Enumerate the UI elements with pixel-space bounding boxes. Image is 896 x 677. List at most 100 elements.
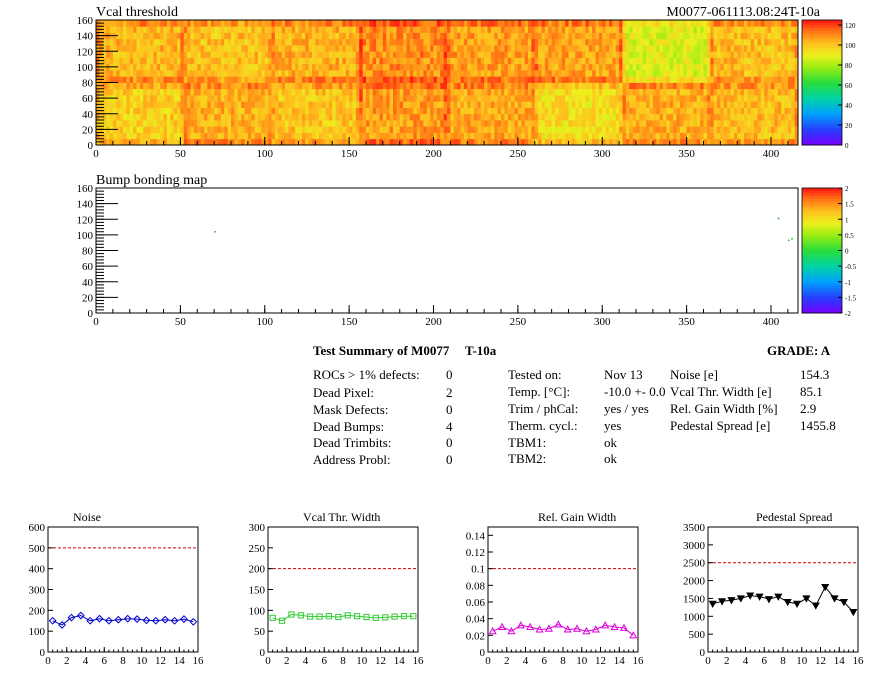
col2-value: ok [604, 451, 617, 466]
x-tick-label: 6 [542, 655, 548, 667]
data-point [629, 631, 638, 639]
y-tick-label: 2500 [683, 558, 706, 570]
colorbar-tick-label: 80 [845, 62, 853, 70]
data-point [488, 626, 497, 635]
x-tick-label: 300 [594, 148, 611, 160]
data-point [161, 615, 170, 624]
x-tick-label: 50 [175, 148, 187, 160]
data-point [105, 616, 113, 625]
data-point [821, 583, 830, 592]
y-tick-label: 120 [77, 214, 94, 226]
x-tick-label: 250 [510, 316, 527, 328]
x-tick-label: 400 [763, 148, 780, 160]
defect-point [791, 238, 793, 240]
plot-frame [47, 526, 199, 653]
y-tick-label: 300 [29, 585, 46, 597]
chart-title: Noise [73, 510, 101, 524]
x-tick-label: 0 [705, 655, 711, 667]
x-tick-label: 6 [322, 655, 328, 667]
y-tick-label: 200 [249, 564, 266, 576]
x-tick-label: 12 [815, 655, 826, 667]
y-tick-label: 40 [82, 109, 94, 121]
data-point [269, 614, 276, 621]
data-point [372, 614, 379, 621]
data-point [563, 625, 572, 633]
data-point [591, 625, 600, 633]
col3-label: Rel. Gain Width [%] [670, 401, 778, 416]
roc-block [447, 82, 536, 146]
y-tick-label: 400 [29, 564, 46, 576]
y-tick-label: 0 [88, 308, 94, 320]
roc-block [710, 20, 799, 83]
x-tick-label: 300 [594, 316, 611, 328]
chart-title: Vcal Thr. Width [303, 510, 380, 524]
summary-chart-3: Rel. Gain Width 0 2 4 6 8 10 12 14 16 0 0.02 0.04 0.0… [466, 510, 644, 667]
colorbar-tick-label: -2 [845, 310, 851, 318]
col2-label: TBM1: [508, 435, 547, 450]
x-tick-label: 250 [510, 148, 527, 160]
y-tick-label: 60 [82, 261, 94, 273]
module-id-label: M0077-061113.08:24T-10a [666, 5, 820, 20]
x-tick-label: 4 [523, 655, 529, 667]
col2-value: -10.0 +- 0.0 [604, 384, 666, 399]
col1-value: 0 [446, 452, 453, 467]
x-tick-label: 2 [504, 655, 510, 667]
y-tick-label: 250 [249, 543, 266, 555]
data-point [48, 616, 57, 625]
colorbar-tick-label: 40 [845, 102, 853, 110]
y-tick-label: 0 [260, 647, 266, 659]
data-point [189, 617, 198, 626]
x-tick-label: 200 [425, 316, 442, 328]
colorbar-tick-label: 0 [845, 142, 849, 150]
x-tick-label: 10 [576, 655, 588, 667]
x-tick-label: 400 [763, 316, 780, 328]
x-tick-label: 8 [340, 655, 346, 667]
defect-point [777, 217, 780, 220]
y-tick-label: 500 [29, 543, 46, 555]
x-tick-label: 0 [485, 655, 491, 667]
data-point [830, 595, 839, 603]
x-tick-label: 14 [174, 655, 186, 667]
roc-block [271, 82, 360, 146]
series-line [712, 586, 854, 613]
y-tick-label: 0.04 [466, 614, 486, 626]
y-tick-label: 0.02 [466, 630, 485, 642]
y-tick-label: 0.08 [466, 580, 486, 592]
colorbar: 0 20 40 60 80 100 120 [801, 19, 856, 150]
x-tick-label: 10 [796, 655, 808, 667]
data-point [114, 615, 123, 624]
x-tick-label: 0 [93, 316, 99, 328]
colorbar-tick-label: 2 [845, 185, 849, 193]
col1-value: 2 [446, 385, 453, 400]
data-point [382, 614, 389, 621]
data-point [410, 613, 417, 620]
y-tick-label: 100 [77, 230, 94, 242]
x-tick-label: 12 [155, 655, 166, 667]
series-line [492, 623, 634, 636]
x-tick-label: 12 [595, 655, 606, 667]
data-point [86, 616, 95, 625]
col3-value: 1455.8 [800, 418, 836, 433]
plot-area [96, 188, 798, 313]
x-tick-label: 14 [394, 655, 406, 667]
data-point [95, 614, 104, 623]
data-point [601, 621, 610, 629]
col1-label: Dead Pixel: [313, 385, 375, 400]
colorbar-tick-label: 100 [845, 42, 856, 50]
summary-chart-2: Vcal Thr. Width 0 2 4 6 8 10 12 14 16 0 50 100 150 200… [249, 510, 425, 667]
x-tick-label: 8 [780, 655, 786, 667]
colorbar-tick-label: 20 [845, 122, 853, 130]
col1-label: ROCs > 1% defects: [313, 367, 420, 382]
y-tick-label: 140 [77, 31, 94, 43]
y-tick-label: 0.06 [466, 597, 486, 609]
col3-label: Pedestal Spread [e] [670, 418, 771, 433]
summary-chart-1: Noise 0 2 4 6 8 10 12 14 16 0 100 200 300 400 500 600 [29, 510, 205, 667]
data-point [58, 621, 66, 629]
y-tick-label: 20 [82, 292, 94, 304]
y-tick-label: 80 [82, 78, 94, 90]
roc-block [447, 20, 536, 83]
data-point [307, 613, 314, 620]
roc-block [534, 82, 623, 146]
colorbar-tick-label: 1 [845, 216, 849, 224]
